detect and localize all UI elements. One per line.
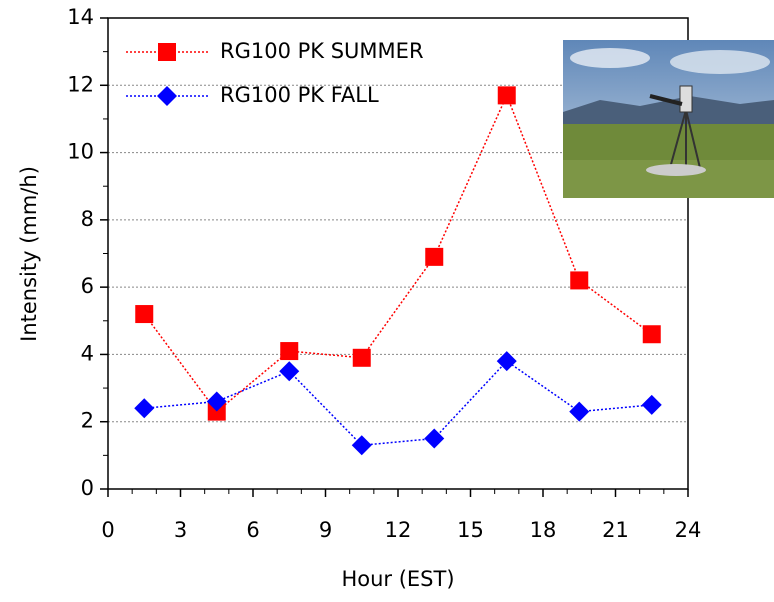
y-tick-label: 0 xyxy=(81,476,94,500)
marker xyxy=(135,305,154,324)
x-tick-label: 24 xyxy=(675,518,702,542)
series-line xyxy=(143,93,653,413)
x-tick-label: 3 xyxy=(174,518,187,542)
x-tick-label: 18 xyxy=(530,518,557,542)
marker xyxy=(134,398,155,419)
y-tick-label: 4 xyxy=(81,341,94,365)
photo-instrument xyxy=(669,109,701,172)
y-tick-label: 10 xyxy=(67,140,94,164)
marker xyxy=(351,435,372,456)
photo-mountains xyxy=(563,96,774,130)
legend-label: RG100 PK FALL xyxy=(220,83,379,107)
y-tick-label: 8 xyxy=(81,207,94,231)
legend-label: RG100 PK SUMMER xyxy=(220,39,424,63)
x-tick-label: 21 xyxy=(602,518,629,542)
marker xyxy=(207,402,226,421)
x-tick-label: 9 xyxy=(319,518,332,542)
y-tick-label: 14 xyxy=(67,5,94,29)
photo-cloud xyxy=(570,48,650,68)
x-tick-label: 6 xyxy=(246,518,259,542)
x-tick-label: 0 xyxy=(101,518,114,542)
marker xyxy=(157,86,177,106)
photo-instrument xyxy=(679,85,693,113)
plot-frame xyxy=(107,17,689,490)
marker xyxy=(496,351,517,372)
marker xyxy=(497,86,516,105)
y-tick-label: 6 xyxy=(81,274,94,298)
y-tick-label: 12 xyxy=(67,72,94,96)
marker xyxy=(570,271,589,290)
marker xyxy=(158,43,176,61)
series-group xyxy=(134,86,662,456)
photo-cloud xyxy=(670,50,770,74)
legend: RG100 PK SUMMER RG100 PK FALL xyxy=(126,39,424,107)
x-tick-label: 15 xyxy=(457,518,484,542)
y-axis-title: Intensity (mm/h) xyxy=(17,166,41,342)
marker xyxy=(352,348,371,367)
y-tick-label: 2 xyxy=(81,409,94,433)
photo-instrument xyxy=(649,94,683,106)
marker xyxy=(424,428,445,449)
marker xyxy=(569,401,590,422)
series-line xyxy=(144,360,652,447)
marker xyxy=(279,361,300,382)
photo-inset xyxy=(563,40,774,198)
marker xyxy=(642,325,661,344)
marker xyxy=(641,394,662,415)
marker xyxy=(280,342,299,361)
photo-stones xyxy=(646,164,706,176)
x-axis-title: Hour (EST) xyxy=(341,567,454,591)
marker xyxy=(425,247,444,266)
x-tick-label: 12 xyxy=(385,518,412,542)
marker xyxy=(206,391,227,412)
